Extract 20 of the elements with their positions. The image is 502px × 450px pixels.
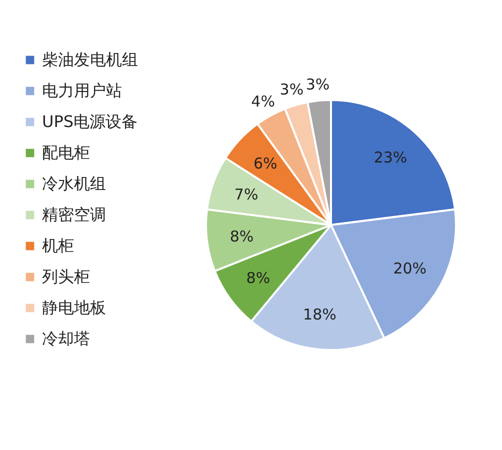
data-label: 3% [306,76,330,94]
legend-label: 柴油发电机组 [42,50,138,69]
data-label: 23% [374,148,408,166]
legend-label: UPS电源设备 [42,112,138,131]
data-label: 3% [280,80,304,99]
data-label: 6% [253,154,278,172]
legend-label: 冷却塔 [42,329,90,348]
data-label: 18% [303,305,336,324]
legend-label: 精密空调 [42,205,106,224]
legend-label: 配电柜 [42,143,90,162]
legend-label: 静电地板 [42,298,106,317]
legend-label: 机柜 [42,236,74,255]
data-label: 8% [230,227,254,246]
legend-label: 列头柜 [42,267,90,286]
data-label: 8% [246,268,270,287]
legend-label: 冷水机组 [42,174,106,193]
data-label: 7% [234,186,258,204]
data-label: 20% [393,259,427,278]
data-label: 4% [251,92,275,110]
legend-label: 电力用户站 [42,81,122,100]
